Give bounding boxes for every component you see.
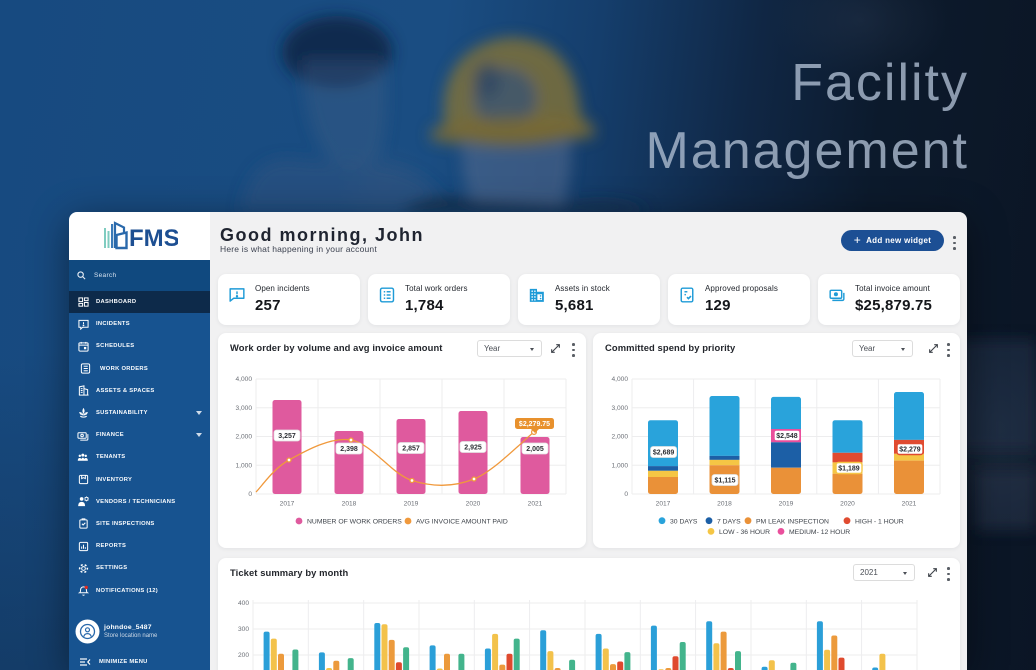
svg-text:0: 0 bbox=[248, 491, 252, 498]
svg-text:AVG INVOICE AMOUNT PAID: AVG INVOICE AMOUNT PAID bbox=[416, 519, 508, 526]
svg-text:1,000: 1,000 bbox=[235, 462, 252, 469]
svg-text:2018: 2018 bbox=[717, 501, 732, 508]
svg-text:1,000: 1,000 bbox=[611, 462, 628, 469]
svg-text:2,857: 2,857 bbox=[402, 446, 420, 453]
svg-text:2,005: 2,005 bbox=[526, 446, 544, 453]
svg-text:2019: 2019 bbox=[404, 501, 419, 508]
svg-text:2021: 2021 bbox=[902, 501, 917, 508]
svg-text:LOW - 36 HOUR: LOW - 36 HOUR bbox=[719, 529, 770, 536]
svg-text:MEDIUM- 12 HOUR: MEDIUM- 12 HOUR bbox=[789, 529, 850, 536]
svg-text:$2,279: $2,279 bbox=[899, 447, 921, 454]
svg-text:2021: 2021 bbox=[528, 501, 543, 508]
svg-text:3,000: 3,000 bbox=[235, 405, 252, 412]
svg-text:0: 0 bbox=[624, 491, 628, 498]
svg-text:7 DAYS: 7 DAYS bbox=[717, 518, 741, 525]
svg-text:$2,279.75: $2,279.75 bbox=[519, 421, 550, 428]
svg-text:PM LEAK INSPECTION: PM LEAK INSPECTION bbox=[756, 518, 829, 525]
svg-text:$2,548: $2,548 bbox=[776, 433, 798, 440]
svg-text:2020: 2020 bbox=[466, 501, 481, 508]
svg-text:$2,689: $2,689 bbox=[653, 450, 675, 457]
svg-text:2,000: 2,000 bbox=[235, 434, 252, 441]
svg-text:2020: 2020 bbox=[840, 501, 855, 508]
svg-text:FMS: FMS bbox=[129, 225, 178, 252]
svg-text:$1,115: $1,115 bbox=[714, 478, 735, 485]
svg-text:4,000: 4,000 bbox=[611, 376, 628, 383]
svg-text:2019: 2019 bbox=[779, 501, 794, 508]
svg-text:4,000: 4,000 bbox=[235, 376, 252, 383]
svg-text:200: 200 bbox=[238, 652, 249, 659]
svg-text:2,398: 2,398 bbox=[340, 446, 358, 453]
svg-text:2,925: 2,925 bbox=[464, 445, 482, 452]
svg-text:3,000: 3,000 bbox=[611, 405, 628, 412]
svg-text:3,257: 3,257 bbox=[278, 433, 296, 440]
svg-text:2,000: 2,000 bbox=[611, 434, 628, 441]
svg-text:2017: 2017 bbox=[656, 501, 671, 508]
svg-text:2018: 2018 bbox=[342, 501, 357, 508]
svg-text:HIGH - 1 HOUR: HIGH - 1 HOUR bbox=[855, 518, 904, 525]
svg-text:300: 300 bbox=[238, 626, 249, 633]
svg-text:$1,189: $1,189 bbox=[838, 466, 860, 473]
svg-text:30 DAYS: 30 DAYS bbox=[670, 518, 698, 525]
svg-text:400: 400 bbox=[238, 600, 249, 607]
svg-text:2017: 2017 bbox=[280, 501, 295, 508]
svg-text:NUMBER OF WORK ORDERS: NUMBER OF WORK ORDERS bbox=[307, 519, 402, 526]
